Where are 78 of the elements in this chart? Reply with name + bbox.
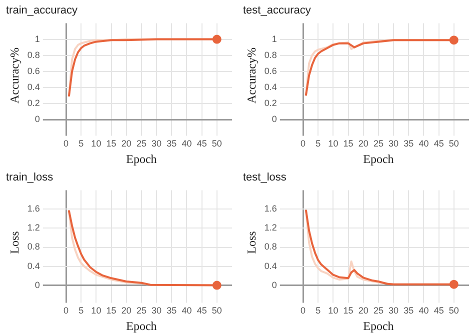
y-tick-label: 0.6 (27, 66, 40, 76)
x-tick-label: 20 (358, 306, 368, 316)
x-tick-label: 25 (136, 306, 146, 316)
y-tick-label: 0.4 (264, 260, 277, 271)
x-tick-label: 10 (328, 306, 338, 316)
x-tick-label: 45 (434, 138, 444, 149)
x-tick-label: 45 (196, 138, 207, 149)
y-tick-label: 1 (34, 34, 40, 44)
y-tick-label: 1.6 (27, 204, 40, 214)
y-tick-label: 0 (34, 280, 40, 290)
y-tick-label: 0.8 (264, 50, 277, 60)
x-tick-label: 0 (300, 306, 306, 316)
x-axis-title: Epoch (363, 152, 394, 166)
x-tick-label: 50 (212, 306, 222, 316)
y-tick-label: 0.4 (264, 82, 277, 92)
x-tick-label: 30 (152, 138, 162, 149)
x-tick-label: 10 (91, 306, 102, 316)
x-tick-label: 15 (106, 138, 116, 149)
y-tick-label: 0.2 (264, 98, 277, 108)
x-tick-label: 30 (152, 306, 162, 316)
y-tick-label: 1.6 (264, 204, 277, 214)
x-axis-title: Epoch (363, 318, 394, 333)
x-tick-label: 0 (63, 138, 69, 149)
x-axis-title: Epoch (126, 318, 157, 333)
y-tick-label: 1.2 (27, 222, 40, 233)
y-tick-label: 0 (272, 114, 277, 124)
x-tick-label: 25 (373, 306, 384, 316)
x-tick-label: 15 (343, 306, 354, 316)
y-tick-label: 0 (272, 280, 277, 290)
x-tick-label: 45 (196, 306, 207, 316)
y-tick-label: 0.8 (264, 242, 277, 252)
chart-title: train_accuracy (6, 4, 78, 17)
chart-title: test_loss (243, 172, 287, 184)
y-tick-label: 1 (272, 34, 277, 44)
chart-title: test_accuracy (243, 4, 312, 17)
x-tick-label: 10 (328, 138, 338, 149)
x-tick-label: 35 (404, 138, 414, 149)
x-tick-label: 30 (388, 306, 399, 316)
x-tick-label: 10 (91, 138, 102, 149)
y-tick-label: 1.2 (264, 222, 277, 233)
x-tick-label: 5 (316, 306, 321, 316)
y-axis-title: Accuracy% (244, 48, 258, 104)
x-tick-label: 35 (166, 138, 177, 149)
x-tick-label: 40 (182, 306, 192, 316)
y-tick-label: 0.4 (27, 82, 40, 92)
x-tick-label: 25 (373, 138, 384, 149)
x-tick-label: 5 (78, 306, 84, 316)
y-axis-title: Accuracy% (7, 48, 22, 104)
x-tick-label: 0 (63, 306, 69, 316)
x-tick-label: 15 (106, 306, 116, 316)
y-tick-label: 0.6 (264, 66, 277, 76)
y-tick-label: 0.2 (27, 98, 40, 108)
x-tick-label: 25 (136, 138, 146, 149)
y-tick-label: 0.4 (27, 260, 40, 271)
x-tick-label: 50 (448, 138, 459, 149)
x-tick-label: 40 (418, 138, 429, 149)
x-tick-label: 5 (78, 138, 84, 149)
x-tick-label: 30 (388, 138, 399, 149)
y-tick-label: 0.8 (27, 242, 40, 252)
x-tick-label: 40 (182, 138, 192, 149)
x-tick-label: 50 (212, 138, 222, 149)
x-tick-label: 0 (300, 138, 306, 149)
x-tick-label: 20 (358, 138, 368, 149)
y-axis-title: Loss (244, 230, 258, 254)
x-axis-title: Epoch (126, 152, 157, 166)
y-tick-label: 0.8 (27, 50, 40, 60)
x-tick-label: 50 (448, 306, 459, 316)
x-tick-label: 45 (434, 306, 444, 316)
y-tick-label: 0 (34, 114, 40, 124)
y-axis-title: Loss (7, 230, 22, 254)
x-tick-label: 5 (316, 138, 321, 149)
x-tick-label: 35 (166, 306, 177, 316)
x-tick-label: 20 (121, 138, 132, 149)
x-tick-label: 35 (404, 306, 414, 316)
chart-title: train_loss (6, 172, 54, 184)
x-tick-label: 20 (121, 306, 132, 316)
x-tick-label: 15 (343, 138, 354, 149)
x-tick-label: 40 (418, 306, 429, 316)
